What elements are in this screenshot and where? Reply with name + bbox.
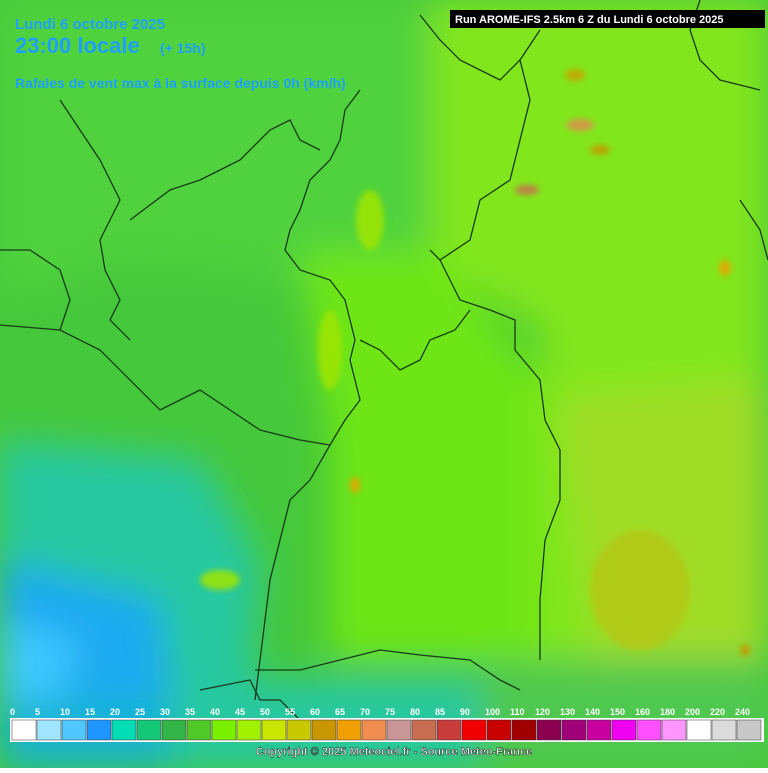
legend-swatch — [561, 719, 587, 741]
legend-label: 140 — [585, 707, 600, 717]
legend-label: 70 — [360, 707, 370, 717]
legend-label: 30 — [160, 707, 170, 717]
legend-swatch — [686, 719, 712, 741]
legend-label: 200 — [685, 707, 700, 717]
legend-label: 240 — [735, 707, 750, 717]
legend-swatch — [486, 719, 512, 741]
legend-swatch — [711, 719, 737, 741]
legend-label: 60 — [310, 707, 320, 717]
legend-label: 110 — [510, 707, 525, 717]
legend-label: 100 — [485, 707, 500, 717]
title-block: Lundi 6 octobre 2025 23:00 locale (+ 15h… — [15, 16, 346, 91]
legend-label: 160 — [635, 707, 650, 717]
run-label: Run AROME-IFS 2.5km 6 Z du Lundi 6 octob… — [455, 14, 724, 26]
legend: 0 5 10 15 20 25 30 35 40 45 50 55 60 65 70 75 80 85 90 100 1… — [10, 707, 764, 742]
legend-swatch — [436, 719, 462, 741]
legend-swatch — [211, 719, 237, 741]
legend-label: 90 — [460, 707, 470, 717]
legend-swatch — [536, 719, 562, 741]
borders — [0, 0, 768, 721]
lead-time: (+ 15h) — [160, 40, 206, 56]
legend-swatch — [286, 719, 312, 741]
legend-swatch — [61, 719, 87, 741]
legend-label: 85 — [435, 707, 445, 717]
legend-swatch — [586, 719, 612, 741]
legend-label: 180 — [660, 707, 675, 717]
legend-swatch — [411, 719, 437, 741]
legend-swatch — [511, 719, 537, 741]
legend-label: 65 — [335, 707, 345, 717]
legend-swatch — [311, 719, 337, 741]
legend-label: 150 — [610, 707, 625, 717]
legend-swatch — [11, 719, 37, 741]
legend-swatch — [611, 719, 637, 741]
legend-label: 120 — [535, 707, 550, 717]
legend-swatch — [186, 719, 212, 741]
legend-swatch — [636, 719, 662, 741]
date: Lundi 6 octobre 2025 — [15, 16, 165, 33]
legend-swatch — [136, 719, 162, 741]
legend-label: 35 — [185, 707, 195, 717]
legend-label: 5 — [35, 707, 40, 717]
subtitle: Rafales de vent max à la surface depuis … — [15, 75, 346, 91]
legend-label: 80 — [410, 707, 420, 717]
legend-swatch — [386, 719, 412, 741]
legend-label: 0 — [10, 707, 15, 717]
legend-label: 55 — [285, 707, 295, 717]
legend-label: 45 — [235, 707, 245, 717]
legend-swatch — [361, 719, 387, 741]
legend-swatch — [161, 719, 187, 741]
legend-label: 130 — [560, 707, 575, 717]
legend-swatch — [236, 719, 262, 741]
copyright: Copyright © 2025 Meteociel.fr - Source M… — [256, 746, 532, 758]
legend-label: 75 — [385, 707, 395, 717]
legend-label: 20 — [110, 707, 120, 717]
legend-swatch — [461, 719, 487, 741]
legend-label: 220 — [710, 707, 725, 717]
legend-swatch — [736, 719, 762, 741]
run-banner — [450, 10, 765, 28]
legend-swatch — [261, 719, 287, 741]
time: 23:00 locale — [15, 33, 140, 58]
legend-label: 15 — [85, 707, 95, 717]
legend-label: 10 — [60, 707, 70, 717]
legend-swatch — [111, 719, 137, 741]
legend-label: 50 — [260, 707, 270, 717]
legend-swatch — [86, 719, 112, 741]
legend-swatch — [36, 719, 62, 741]
legend-swatch — [336, 719, 362, 741]
legend-swatch — [661, 719, 687, 741]
legend-label: 40 — [210, 707, 220, 717]
legend-label: 25 — [135, 707, 145, 717]
